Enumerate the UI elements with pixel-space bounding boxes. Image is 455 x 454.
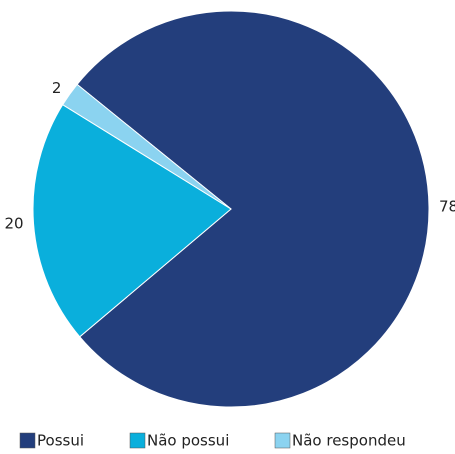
data-label: 20 xyxy=(4,215,23,233)
pie-slice xyxy=(76,10,430,408)
legend-swatch xyxy=(274,432,291,449)
legend-swatch xyxy=(129,432,146,449)
legend-label: Não respondeu xyxy=(292,432,406,450)
legend-label: Não possui xyxy=(147,432,229,450)
legend-swatch xyxy=(19,432,36,449)
data-label: 2 xyxy=(52,79,62,97)
pie-slice xyxy=(62,83,232,210)
data-label: 78 xyxy=(439,197,455,215)
legend-label: Possui xyxy=(37,432,84,450)
pie-slice xyxy=(32,103,232,338)
